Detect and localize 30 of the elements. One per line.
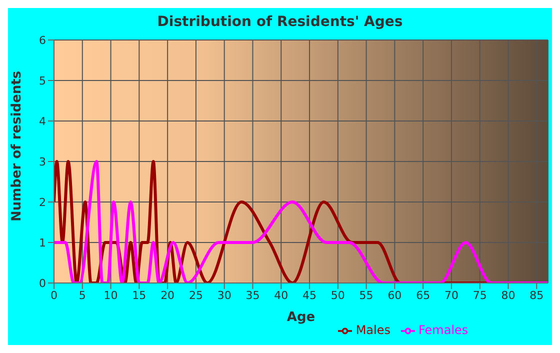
y-tick-label: 6 — [39, 34, 46, 47]
x-tick-label: 75 — [472, 288, 487, 302]
x-tick-label: 0 — [50, 288, 58, 302]
y-axis-title: Number of residents — [10, 70, 25, 222]
x-tick-label: 35 — [246, 288, 260, 302]
x-tick-label: 60 — [388, 288, 402, 302]
x-tick-label: 10 — [104, 288, 118, 302]
x-tick-label: 50 — [330, 288, 345, 302]
y-tick-label: 5 — [39, 74, 46, 88]
y-tick-label: 1 — [39, 236, 46, 250]
x-axis-title: Age — [286, 310, 316, 325]
x-tick-label: 20 — [160, 288, 175, 302]
x-tick-label: 55 — [359, 288, 374, 302]
x-tick-label: 80 — [501, 288, 516, 302]
x-tick-label: 5 — [78, 288, 86, 302]
x-tick-label: 40 — [274, 288, 288, 302]
x-tick-label: 25 — [188, 288, 203, 302]
y-tick-label: 2 — [39, 196, 46, 209]
y-tick-label: 0 — [39, 276, 46, 290]
x-tick-label: 65 — [416, 288, 430, 302]
x-tick-label: 30 — [217, 288, 232, 302]
legend-label: Males — [356, 323, 391, 337]
x-tick-label: 70 — [444, 288, 458, 302]
x-tick-label: 85 — [530, 288, 544, 302]
legend-label: Females — [418, 323, 468, 337]
x-tick-label: 45 — [302, 288, 317, 302]
chart-title: Distribution of Residents' Ages — [156, 14, 404, 30]
y-tick-label: 4 — [39, 114, 46, 128]
y-tick-label: 3 — [39, 155, 46, 168]
x-tick-label: 15 — [132, 288, 146, 302]
